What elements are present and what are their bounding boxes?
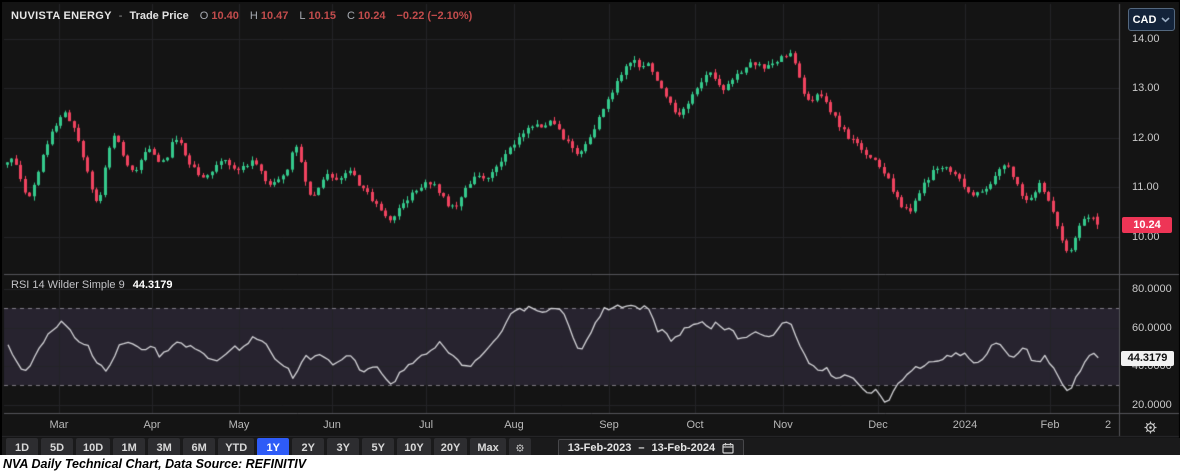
title-separator: - [118, 10, 123, 22]
range-button-10d[interactable]: 10D [76, 438, 111, 455]
range-button-3y[interactable]: 3Y [327, 438, 360, 455]
range-button-1y[interactable]: 1Y [257, 438, 290, 455]
price-axis-tick: 14.00 [1132, 32, 1160, 45]
time-axis-tick: May [228, 419, 250, 431]
date-range-dash: – [638, 441, 645, 454]
time-axis-tick: Jun [323, 419, 341, 431]
range-toolbar: 1D 5D 10D 1M 3M 6M YTD 1Y 2Y 3Y 5Y 10Y 20Y Max 13-Feb… [2, 438, 1180, 455]
range-button-ytd[interactable]: YTD [218, 438, 255, 455]
instrument-name: NUVISTA ENERGY [11, 10, 112, 22]
date-range-picker[interactable]: 13-Feb-2023 – 13-Feb-2024 [557, 438, 745, 455]
rsi-axis-tick: 60.0000 [1132, 321, 1172, 334]
range-button-max[interactable]: Max [470, 438, 506, 455]
time-axis-tick: Apr [143, 419, 161, 431]
range-button-1d[interactable]: 1D [6, 438, 38, 455]
time-axis-tick: Jul [418, 419, 434, 431]
chart-title-bar: NUVISTA ENERGY - Trade Price O 10.40 H 1… [11, 10, 472, 22]
low-value: 10.15 [308, 10, 337, 22]
toolbar-settings-gear-button[interactable] [508, 438, 531, 455]
range-button-1m[interactable]: 1M [113, 438, 146, 455]
price-rsi-chart-canvas[interactable] [2, 2, 1180, 455]
currency-label: CAD [1132, 13, 1157, 26]
chart-window: NUVISTA ENERGY - Trade Price O 10.40 H 1… [0, 0, 1180, 455]
price-axis-tick: 10.00 [1132, 230, 1160, 243]
high-label: H [249, 10, 258, 22]
date-to: 13-Feb-2024 [651, 441, 716, 454]
time-axis-tick: Oct [686, 419, 704, 431]
time-axis-tick: Nov [773, 419, 793, 431]
chevron-down-icon [1161, 16, 1170, 22]
rsi-header: RSI 14 Wilder Simple 9 44.3179 [11, 279, 172, 291]
rsi-indicator-label: RSI 14 Wilder Simple 9 [11, 279, 125, 291]
close-label: C [347, 10, 355, 22]
high-value: 10.47 [260, 10, 289, 22]
range-button-5y[interactable]: 5Y [362, 438, 395, 455]
open-value: 10.40 [211, 10, 239, 22]
time-axis-tick: Mar [49, 419, 69, 431]
currency-selector-button[interactable]: CAD [1128, 8, 1175, 31]
time-axis-tick: Aug [504, 419, 524, 431]
caption-text: NVA Daily Technical Chart, Data Source: … [3, 457, 307, 471]
chart-caption: NVA Daily Technical Chart, Data Source: … [0, 455, 1180, 476]
axis-settings-gear-icon[interactable] [1141, 418, 1159, 436]
last-price-badge: 10.24 [1122, 216, 1172, 233]
range-button-2y[interactable]: 2Y [292, 438, 325, 455]
series-label: Trade Price [129, 10, 189, 22]
date-from: 13-Feb-2023 [567, 441, 632, 454]
close-value: 10.24 [357, 10, 386, 22]
price-axis-tick: 13.00 [1132, 82, 1160, 94]
change-value: −0.22 (−2.10%) [396, 10, 473, 22]
rsi-value-badge: 44.3179 [1121, 350, 1174, 366]
gear-icon [1144, 421, 1156, 433]
calendar-icon [722, 442, 734, 454]
time-axis-tick: Feb [1040, 419, 1060, 431]
rsi-current-value: 44.3179 [132, 279, 173, 291]
time-axis-tick: 2024 [952, 419, 978, 431]
gear-icon [515, 443, 524, 452]
price-axis-tick: 12.00 [1132, 131, 1160, 144]
time-axis-tick: 2 [1104, 419, 1112, 431]
rsi-axis-tick: 20.0000 [1132, 398, 1172, 411]
low-label: L [299, 10, 306, 22]
range-button-5d[interactable]: 5D [41, 438, 73, 455]
range-buttons: 1D 5D 10D 1M 3M 6M YTD 1Y 2Y 3Y 5Y 10Y 20Y Max [6, 438, 506, 455]
rsi-axis-tick: 80.0000 [1132, 283, 1172, 295]
range-button-20y[interactable]: 20Y [433, 438, 468, 455]
time-axis-tick: Sep [599, 419, 619, 431]
price-axis-tick: 11.00 [1132, 181, 1159, 193]
range-button-10y[interactable]: 10Y [397, 438, 431, 455]
range-button-6m[interactable]: 6M [183, 438, 216, 455]
open-label: O [199, 10, 209, 22]
time-axis-tick: Dec [868, 419, 888, 431]
range-button-3m[interactable]: 3M [148, 438, 181, 455]
